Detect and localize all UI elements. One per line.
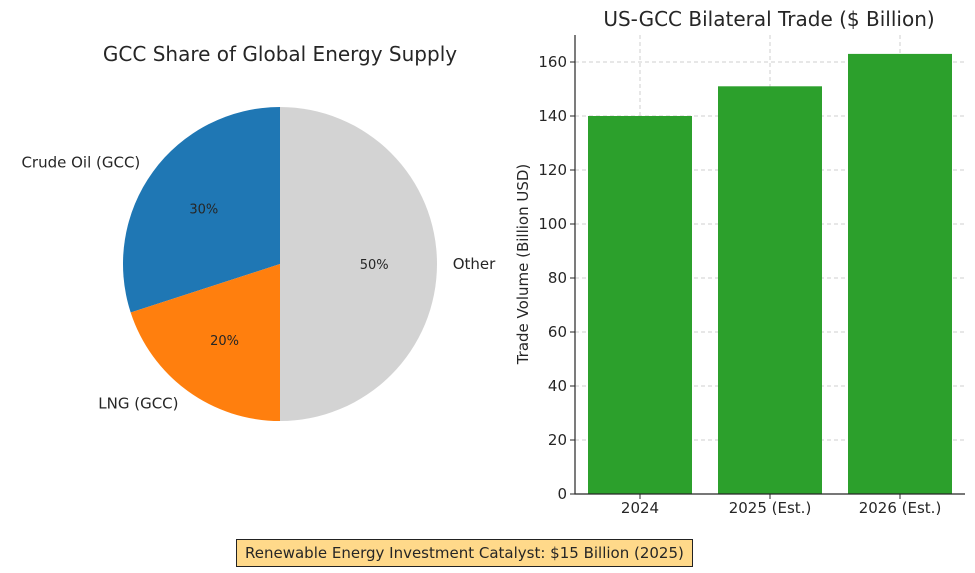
y-tick-label: 60 bbox=[548, 323, 567, 341]
pie-slice-label: LNG (GCC) bbox=[98, 395, 178, 413]
x-tick-label: 2025 (Est.) bbox=[729, 499, 812, 517]
investment-callout: Renewable Energy Investment Catalyst: $1… bbox=[236, 539, 693, 567]
pie-slice-percent-label: 20% bbox=[210, 334, 239, 349]
pie-slice bbox=[130, 264, 280, 422]
x-tick-label: 2026 (Est.) bbox=[859, 499, 942, 517]
pie-chart: GCC Share of Global Energy Supply 30% Cru… bbox=[21, 42, 496, 422]
y-tick-label: 40 bbox=[548, 377, 567, 395]
bar-title: US-GCC Bilateral Trade ($ Billion) bbox=[603, 7, 934, 31]
bar bbox=[848, 53, 952, 495]
y-tick-label: 120 bbox=[538, 161, 567, 179]
y-tick-label: 20 bbox=[548, 431, 567, 449]
pie-slice-percent-label: 30% bbox=[189, 203, 218, 218]
bar bbox=[588, 116, 692, 494]
pie-slice-label: Other bbox=[453, 255, 496, 273]
pie-slice bbox=[280, 107, 437, 421]
bar-chart: US-GCC Bilateral Trade ($ Billion) 0 20 40… bbox=[514, 7, 965, 517]
pie-title: GCC Share of Global Energy Supply bbox=[103, 42, 457, 66]
y-tick-label: 100 bbox=[538, 215, 567, 233]
y-axis-label: Trade Volume (Billion USD) bbox=[514, 164, 532, 366]
y-tick-label: 140 bbox=[538, 107, 567, 125]
x-tick-label: 2024 bbox=[621, 499, 659, 517]
pie-slice-percent-label: 50% bbox=[360, 258, 389, 273]
pie-slice-label: Crude Oil (GCC) bbox=[21, 154, 140, 172]
y-tick-label: 80 bbox=[548, 269, 567, 287]
axes-spine bbox=[574, 35, 965, 495]
bar bbox=[718, 86, 822, 495]
y-tick-label: 160 bbox=[538, 53, 567, 71]
y-tick-label: 0 bbox=[557, 485, 567, 503]
pie-slice bbox=[122, 107, 280, 313]
